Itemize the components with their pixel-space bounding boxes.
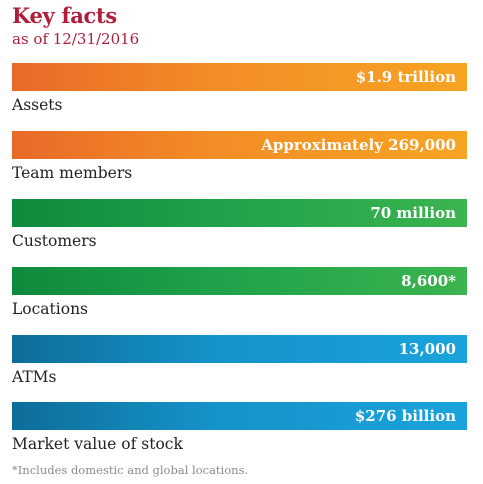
fact-label: Customers <box>12 232 97 250</box>
fact-value: $1.9 trillion <box>355 68 456 86</box>
page-subtitle: as of 12/31/2016 <box>12 30 140 48</box>
fact-value: $276 billion <box>354 407 456 425</box>
fact-label: Locations <box>12 300 89 318</box>
fact-label: Team members <box>12 164 133 182</box>
fact-value: 8,600* <box>401 272 456 290</box>
fact-bar: 70 million <box>12 199 467 227</box>
fact-bar: Approximately 269,000 <box>12 131 467 159</box>
fact-value: 70 million <box>370 204 456 222</box>
page-title: Key facts <box>12 3 117 28</box>
fact-label: Assets <box>12 96 63 114</box>
fact-value: Approximately 269,000 <box>261 136 456 154</box>
fact-bar: $276 billion <box>12 402 467 430</box>
fact-locations: 8,600* Locations <box>12 267 467 327</box>
fact-bar: $1.9 trillion <box>12 63 467 91</box>
fact-team-members: Approximately 269,000 Team members <box>12 131 467 191</box>
fact-bar: 13,000 <box>12 335 467 363</box>
fact-customers: 70 million Customers <box>12 199 467 259</box>
fact-label: Market value of stock <box>12 435 183 453</box>
fact-market-value: $276 billion Market value of stock <box>12 402 467 462</box>
fact-bar: 8,600* <box>12 267 467 295</box>
footnote: *Includes domestic and global locations. <box>12 463 249 477</box>
fact-value: 13,000 <box>398 340 456 358</box>
fact-atms: 13,000 ATMs <box>12 335 467 395</box>
fact-label: ATMs <box>12 368 57 386</box>
fact-assets: $1.9 trillion Assets <box>12 63 467 123</box>
